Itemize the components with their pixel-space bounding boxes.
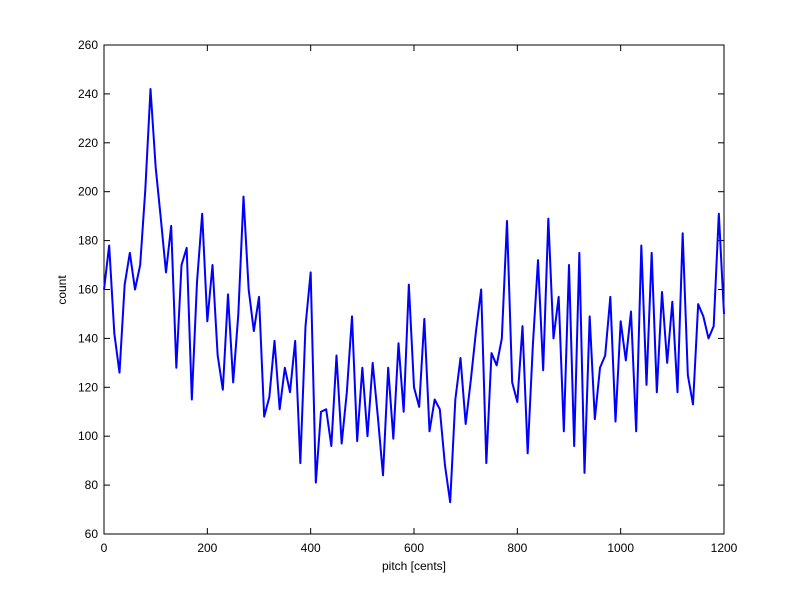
data-line — [103, 88, 725, 504]
y-tick-label: 80 — [85, 478, 99, 492]
y-tick-label: 100 — [78, 429, 98, 443]
x-tick-label: 1000 — [607, 541, 634, 555]
x-tick-label: 200 — [197, 541, 217, 555]
x-tick-label: 0 — [101, 541, 108, 555]
x-tick-label: 400 — [301, 541, 321, 555]
y-tick-label: 200 — [78, 185, 98, 199]
y-tick-label: 140 — [78, 331, 98, 345]
y-tick-label: 260 — [78, 38, 98, 52]
y-tick-label: 240 — [78, 87, 98, 101]
y-tick-label: 120 — [78, 380, 98, 394]
plot-frame — [103, 44, 725, 535]
x-tick-label: 800 — [507, 541, 527, 555]
y-tick-label: 180 — [78, 234, 98, 248]
x-tick-label: 600 — [404, 541, 424, 555]
x-tick-label: 1200 — [711, 541, 738, 555]
y-tick-label: 160 — [78, 283, 98, 297]
y-axis-label: count — [55, 275, 69, 305]
y-tick-label: 60 — [85, 527, 99, 541]
y-tick-label: 220 — [78, 136, 98, 150]
x-axis-label: pitch [cents] — [382, 559, 446, 573]
